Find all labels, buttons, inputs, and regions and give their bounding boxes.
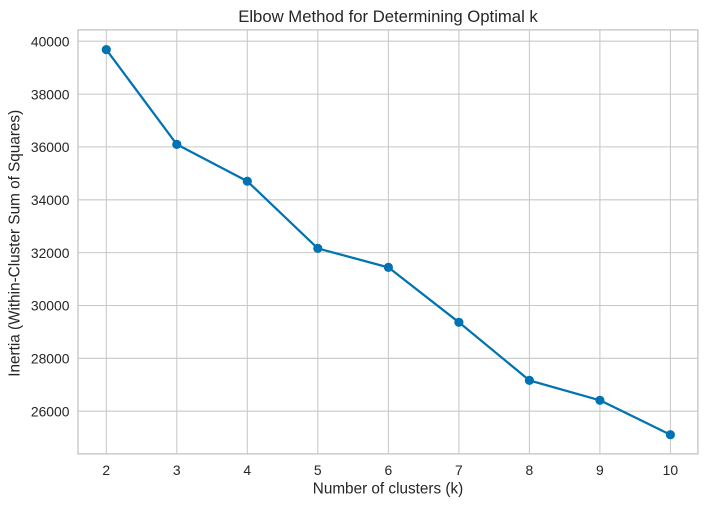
svg-text:7: 7 [455,462,463,478]
svg-text:9: 9 [596,462,604,478]
svg-text:Inertia (Within-Cluster Sum of: Inertia (Within-Cluster Sum of Squares) [7,110,24,377]
svg-text:Elbow Method for Determining O: Elbow Method for Determining Optimal k [238,7,538,26]
svg-text:30000: 30000 [31,298,70,314]
svg-text:34000: 34000 [31,192,70,208]
svg-text:26000: 26000 [31,403,70,419]
svg-text:28000: 28000 [31,351,70,367]
svg-text:32000: 32000 [31,245,70,261]
svg-text:4: 4 [243,462,251,478]
svg-text:3: 3 [173,462,181,478]
svg-text:6: 6 [385,462,393,478]
svg-text:8: 8 [526,462,534,478]
svg-text:38000: 38000 [31,86,70,102]
svg-text:2: 2 [102,462,110,478]
svg-text:40000: 40000 [31,33,70,49]
svg-text:Number of clusters (k): Number of clusters (k) [313,481,463,498]
svg-text:36000: 36000 [31,139,70,155]
svg-text:10: 10 [663,462,679,478]
svg-text:5: 5 [314,462,322,478]
